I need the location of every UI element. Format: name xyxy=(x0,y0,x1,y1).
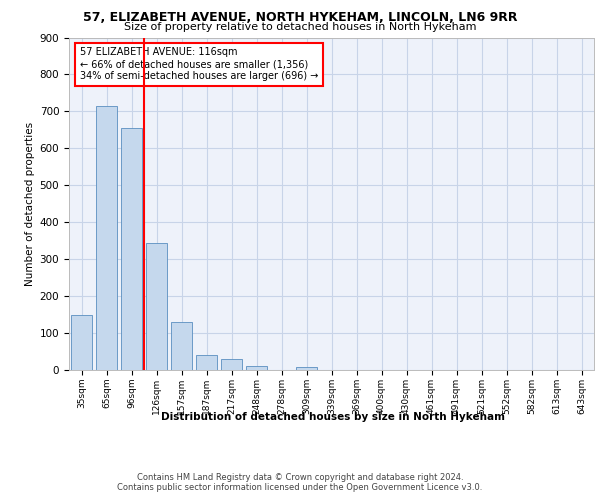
Bar xyxy=(221,359,242,370)
Text: 57, ELIZABETH AVENUE, NORTH HYKEHAM, LINCOLN, LN6 9RR: 57, ELIZABETH AVENUE, NORTH HYKEHAM, LIN… xyxy=(83,11,517,24)
Bar xyxy=(196,355,217,370)
Bar xyxy=(96,106,117,370)
Bar xyxy=(171,322,192,370)
Text: Distribution of detached houses by size in North Hykeham: Distribution of detached houses by size … xyxy=(161,412,505,422)
Bar xyxy=(71,314,92,370)
Text: Size of property relative to detached houses in North Hykeham: Size of property relative to detached ho… xyxy=(124,22,476,32)
Bar xyxy=(146,244,167,370)
Y-axis label: Number of detached properties: Number of detached properties xyxy=(25,122,35,286)
Text: Contains public sector information licensed under the Open Government Licence v3: Contains public sector information licen… xyxy=(118,484,482,492)
Text: Contains HM Land Registry data © Crown copyright and database right 2024.: Contains HM Land Registry data © Crown c… xyxy=(137,472,463,482)
Text: 57 ELIZABETH AVENUE: 116sqm
← 66% of detached houses are smaller (1,356)
34% of : 57 ELIZABETH AVENUE: 116sqm ← 66% of det… xyxy=(79,48,318,80)
Bar xyxy=(246,366,267,370)
Bar xyxy=(296,367,317,370)
Bar xyxy=(121,128,142,370)
